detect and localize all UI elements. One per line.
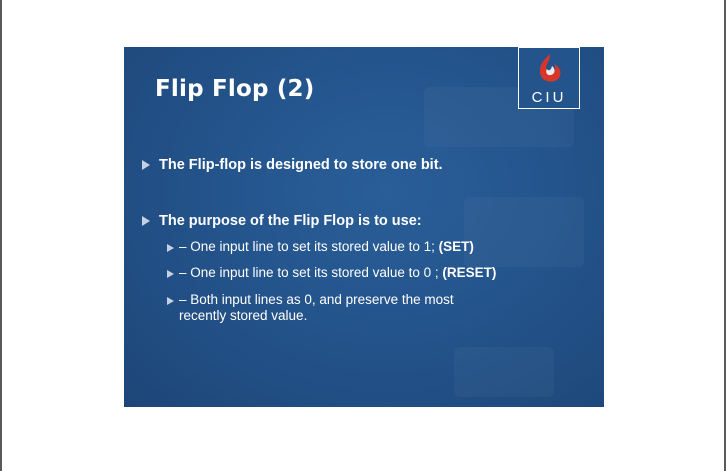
triangle-right-icon — [167, 270, 174, 278]
sub-bullet-line: recently stored value. — [179, 308, 308, 323]
sub-bullet-text: – One input line to set its stored value… — [179, 239, 474, 255]
sub-bullet-item: – One input line to set its stored value… — [167, 265, 496, 281]
sub-bullet-plain: – One input line to set its stored value… — [179, 239, 439, 254]
ciu-flame-logo-icon — [539, 54, 561, 82]
bullet-text: The Flip-flop is designed to store one b… — [159, 157, 443, 173]
sub-bullet-text: – Both input lines as 0, and preserve th… — [179, 292, 454, 324]
sub-bullet-plain: – One input line to set its stored value… — [179, 265, 443, 280]
logo-text: CIU — [531, 89, 567, 106]
sub-bullet-item: – One input line to set its stored value… — [167, 239, 474, 255]
sub-bullet-emphasis: (RESET) — [442, 265, 497, 280]
triangle-right-icon — [167, 297, 174, 305]
background-decoration — [464, 197, 584, 267]
triangle-right-icon — [142, 216, 150, 226]
slide: Flip Flop (2) CIU The Flip-flop is desig… — [124, 47, 604, 407]
bullet-item: The Flip-flop is designed to store one b… — [142, 155, 443, 175]
sub-bullet-item: – Both input lines as 0, and preserve th… — [167, 292, 454, 324]
background-decoration — [454, 347, 554, 397]
bullet-item: The purpose of the Flip Flop is to use: — [142, 211, 422, 231]
triangle-right-icon — [167, 244, 174, 252]
sub-bullet-text: – One input line to set its stored value… — [179, 265, 496, 281]
bullet-text: The purpose of the Flip Flop is to use: — [159, 213, 422, 229]
sub-bullet-line: – Both input lines as 0, and preserve th… — [179, 292, 454, 307]
slide-title: Flip Flop (2) — [155, 76, 315, 102]
ciu-logo: CIU — [518, 47, 580, 109]
sub-bullet-emphasis: (SET) — [438, 239, 474, 254]
triangle-right-icon — [142, 160, 150, 170]
